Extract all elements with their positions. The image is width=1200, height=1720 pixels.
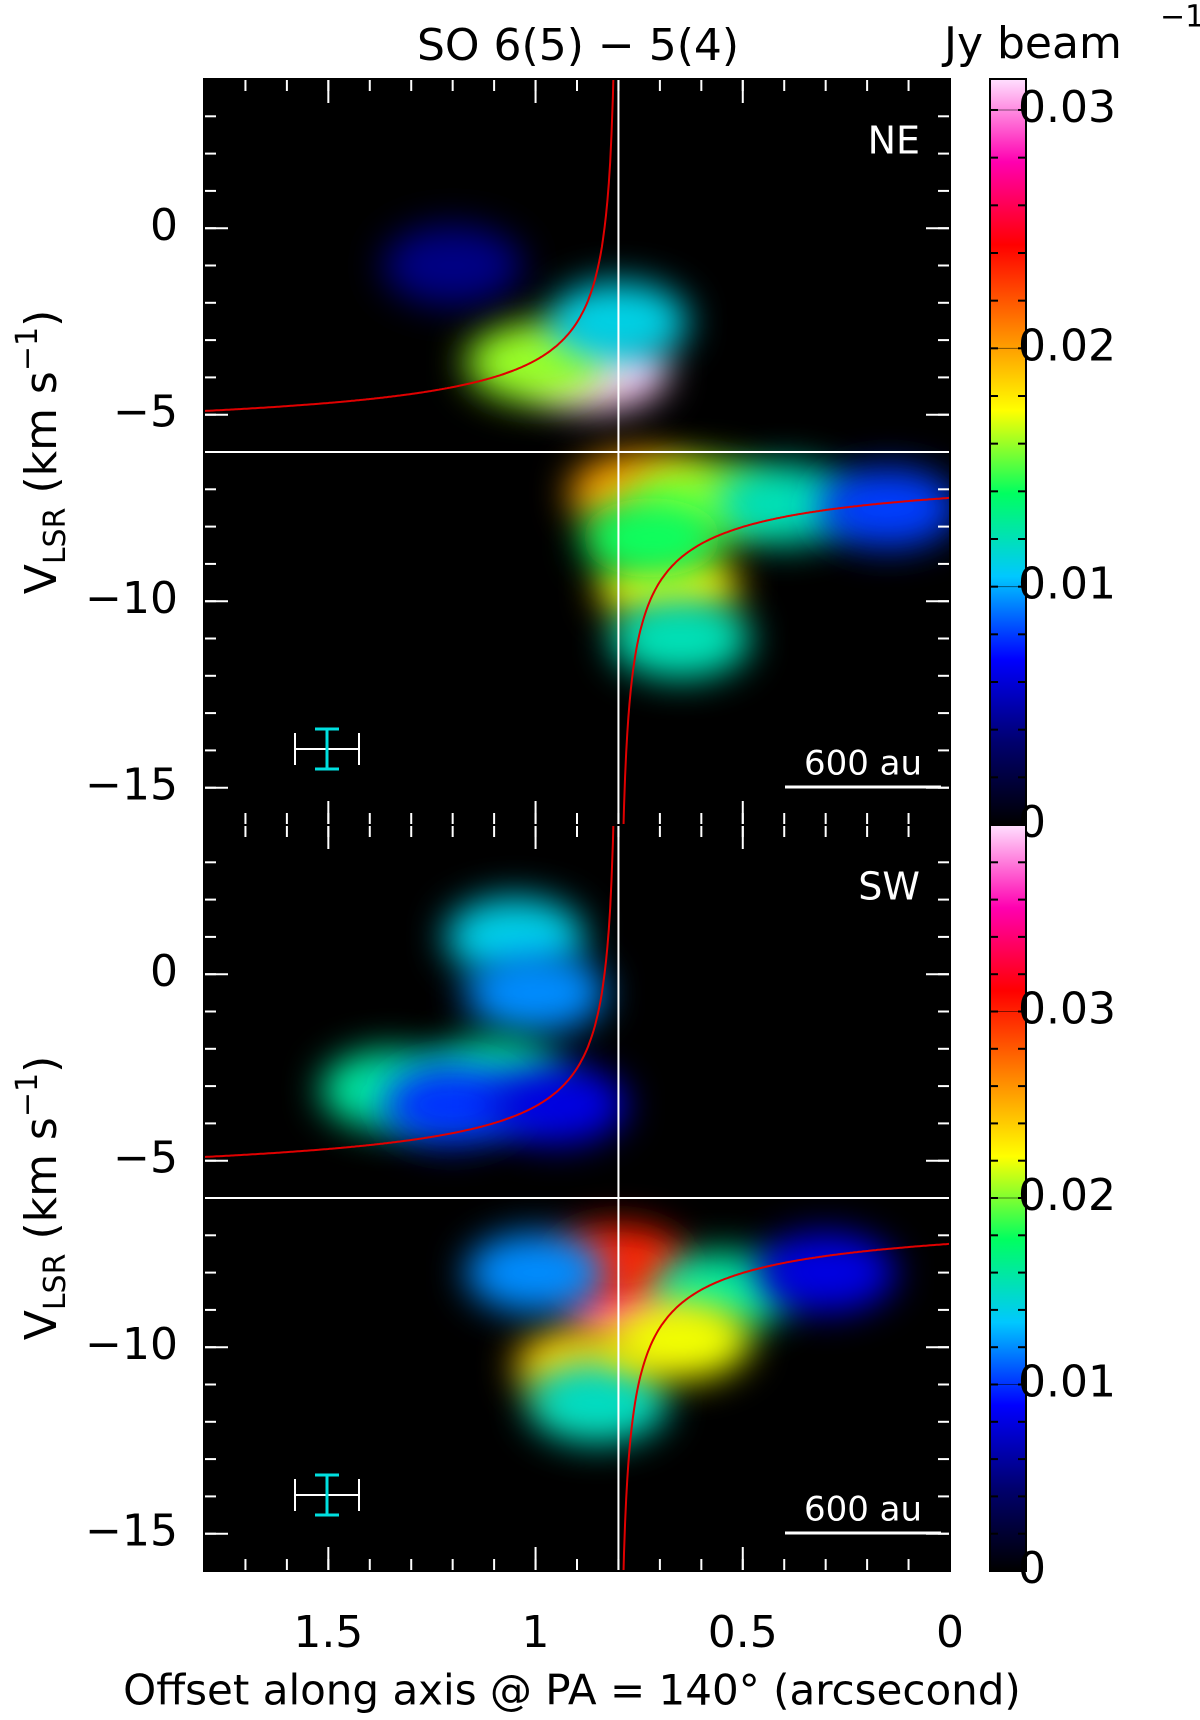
model-curve xyxy=(204,79,950,825)
emission xyxy=(320,896,896,1444)
emission-blob xyxy=(465,1232,606,1313)
colorbar-tick-label: 0.03 xyxy=(1018,82,1116,133)
y-tick-label: −5 xyxy=(113,387,178,438)
y-tick-label: 0 xyxy=(150,946,178,997)
panel-label: SW xyxy=(858,865,920,909)
colorbar-tick-label: 0.03 xyxy=(1018,984,1116,1035)
y-tick-label: 0 xyxy=(150,200,178,251)
colorbar-label-sup: −1 xyxy=(1160,0,1200,35)
emission-blob xyxy=(486,1064,627,1145)
x-tick-label: 1.5 xyxy=(293,1607,363,1658)
colorbar xyxy=(989,78,1027,826)
emission-blob xyxy=(817,467,950,548)
y-label-sup: −1 xyxy=(10,327,45,371)
y-label-unit: (km s xyxy=(16,1117,67,1253)
y-label-sup: −1 xyxy=(10,1073,45,1117)
x-tick-label: 1 xyxy=(522,1607,550,1658)
y-tick-label: −10 xyxy=(85,1319,178,1370)
x-tick-label: 0 xyxy=(936,1607,964,1658)
y-tick-label: −15 xyxy=(85,1506,178,1557)
colorbar-label: Jy beam xyxy=(941,18,1122,69)
emission-blob xyxy=(465,952,606,1033)
colorbar-tick-label: 0 xyxy=(1018,1543,1046,1594)
panel-label: NE xyxy=(868,119,920,163)
y-label-main: V xyxy=(16,564,67,594)
emission-blob xyxy=(527,1363,668,1444)
y-tick-label: −10 xyxy=(85,573,178,624)
scale-bar-label: 600 au xyxy=(804,1490,922,1530)
model-curve xyxy=(204,825,950,1571)
y-label-sub: LSR xyxy=(38,1254,73,1311)
emission-blob xyxy=(610,598,751,679)
y-tick-label: −15 xyxy=(85,760,178,811)
y-label-close: ) xyxy=(16,310,67,327)
emission-blob xyxy=(382,225,523,306)
scale-bar-label: 600 au xyxy=(804,744,922,784)
chart-title: SO 6(5) − 5(4) xyxy=(417,20,739,71)
x-tick-label: 0.5 xyxy=(708,1607,778,1658)
colorbar-tick-label: 0.02 xyxy=(1018,1170,1116,1221)
y-tick-label: −5 xyxy=(113,1133,178,1184)
colorbar-tick-label: 0.01 xyxy=(1018,1357,1116,1408)
y-label-close: ) xyxy=(16,1056,67,1073)
colorbar-tick-label: 0.01 xyxy=(1018,559,1116,610)
y-label-sub: LSR xyxy=(38,508,73,565)
x-axis-label: Offset along axis @ PA = 140° (arcsecond… xyxy=(123,1666,1021,1715)
emission-blob xyxy=(610,1299,751,1380)
colorbar-tick-label: 0.02 xyxy=(1018,320,1116,371)
y-label-main: V xyxy=(16,1310,67,1340)
emission-blob xyxy=(581,497,722,578)
y-axis-label: VLSR (km s−1) xyxy=(10,310,73,595)
plot-frame xyxy=(203,824,951,1572)
y-label-unit: (km s xyxy=(16,371,67,507)
y-axis-label: VLSR (km s−1) xyxy=(10,1056,73,1341)
emission-blob xyxy=(755,1232,896,1313)
